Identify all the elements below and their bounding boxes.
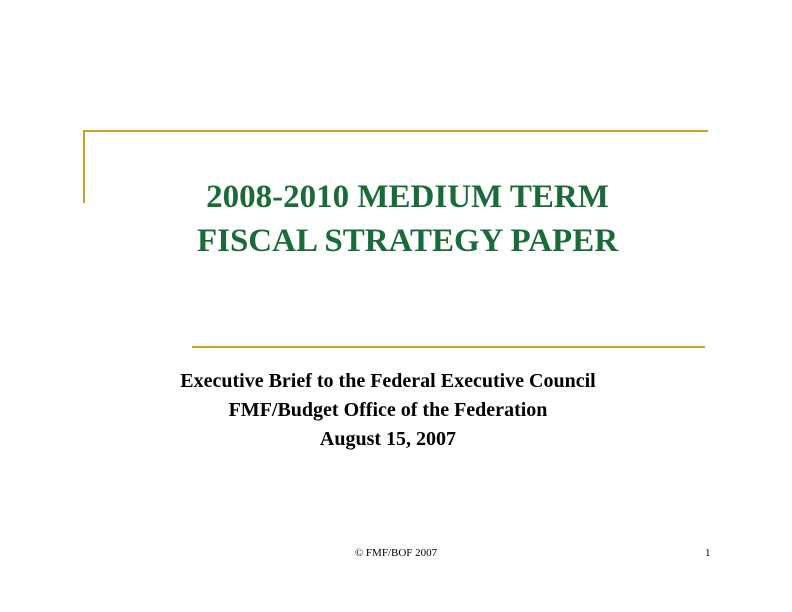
slide-subtitle: Executive Brief to the Federal Executive… — [0, 367, 776, 454]
title-line-2: FISCAL STRATEGY PAPER — [196, 223, 619, 259]
page-number: 1 — [705, 547, 711, 559]
left-rule — [83, 130, 85, 203]
top-rule — [83, 130, 708, 132]
subtitle-line-3: August 15, 2007 — [319, 428, 457, 450]
footer-copyright: © FMF/BOF 2007 — [354, 547, 438, 559]
subtitle-line-1: Executive Brief to the Federal Executive… — [180, 370, 596, 392]
title-line-1: 2008-2010 MEDIUM TERM — [206, 179, 609, 215]
middle-rule — [192, 346, 705, 348]
slide-title: 2008-2010 MEDIUM TERM FISCAL STRATEGY PA… — [0, 175, 792, 263]
subtitle-line-2: FMF/Budget Office of the Federation — [228, 399, 548, 421]
